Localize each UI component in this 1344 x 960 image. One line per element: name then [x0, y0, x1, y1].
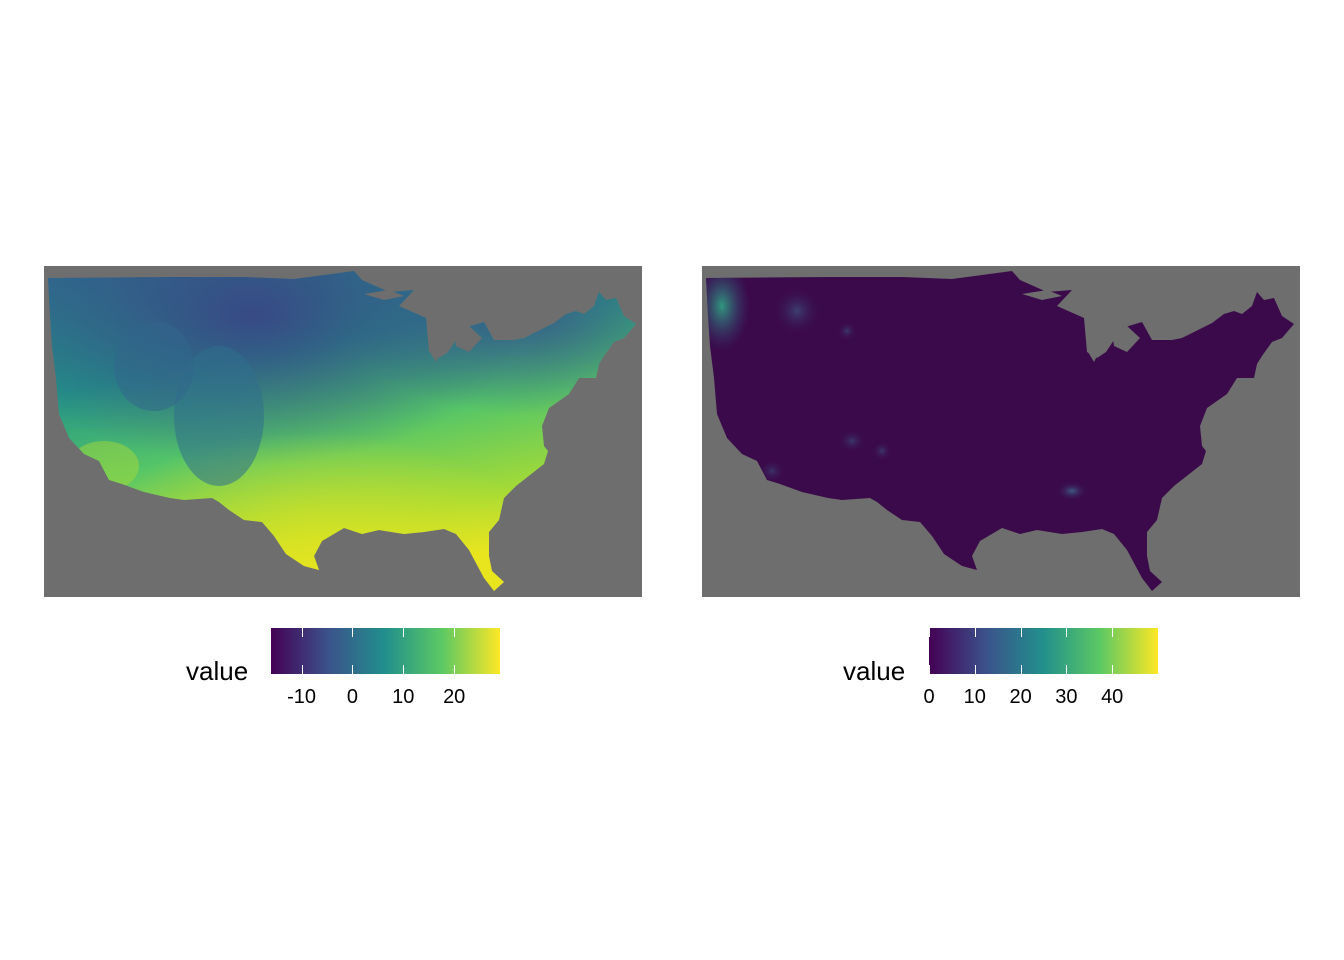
colorbar-tick-mark	[454, 665, 456, 674]
colorbar-tick-label: 0	[346, 686, 358, 708]
temperature-raster	[48, 271, 636, 591]
colorbar-tick-label: 20	[443, 686, 466, 708]
precipitation-raster	[706, 271, 1294, 591]
colorbar	[929, 628, 1158, 674]
lake-huron	[1112, 326, 1140, 352]
colorbar-tick-mark	[1020, 665, 1022, 674]
legend-title: value	[186, 656, 249, 686]
colorbar-tick-mark	[301, 665, 303, 674]
precipitation-map-panel	[702, 266, 1300, 597]
colorbar-tick-mark	[1020, 628, 1022, 637]
colorbar-tick-mark	[974, 628, 976, 637]
precipitation-map	[706, 271, 1294, 591]
colorbar-tick-mark	[403, 628, 405, 637]
colorbar-tick-mark	[1112, 665, 1114, 674]
temperature-map	[48, 271, 636, 591]
colorbar-tick-mark	[454, 628, 456, 637]
lake-michigan	[1087, 320, 1102, 362]
colorbar-tick-label: 30	[1055, 686, 1078, 708]
colorbar-tick-mark	[352, 628, 354, 637]
colorbar-tick-mark	[1066, 665, 1068, 674]
colorbar-tick-mark	[403, 665, 405, 674]
lake-superior	[364, 290, 404, 300]
colorbar-tick-mark	[301, 628, 303, 637]
colorbar-tick-label: 40	[1101, 686, 1124, 708]
colorbar-tick-mark	[929, 665, 930, 674]
colorbar-tick-mark	[1112, 628, 1114, 637]
legend-title: value	[843, 656, 906, 686]
colorbar-tick-label: 20	[1009, 686, 1032, 708]
temperature-map-panel	[44, 266, 642, 597]
colorbar-tick-mark	[929, 628, 930, 637]
colorbar-tick-mark	[352, 665, 354, 674]
colorbar-tick-mark	[974, 665, 976, 674]
lake-huron	[454, 326, 482, 352]
colorbar-tick-mark	[1066, 628, 1068, 637]
lake-superior	[1022, 290, 1062, 300]
colorbar-tick-label: 10	[963, 686, 986, 708]
colorbar	[271, 628, 500, 674]
colorbar-tick-label: -10	[287, 686, 316, 708]
lake-michigan	[429, 320, 444, 362]
colorbar-tick-label: 10	[392, 686, 415, 708]
colorbar-tick-label: 0	[923, 686, 935, 708]
